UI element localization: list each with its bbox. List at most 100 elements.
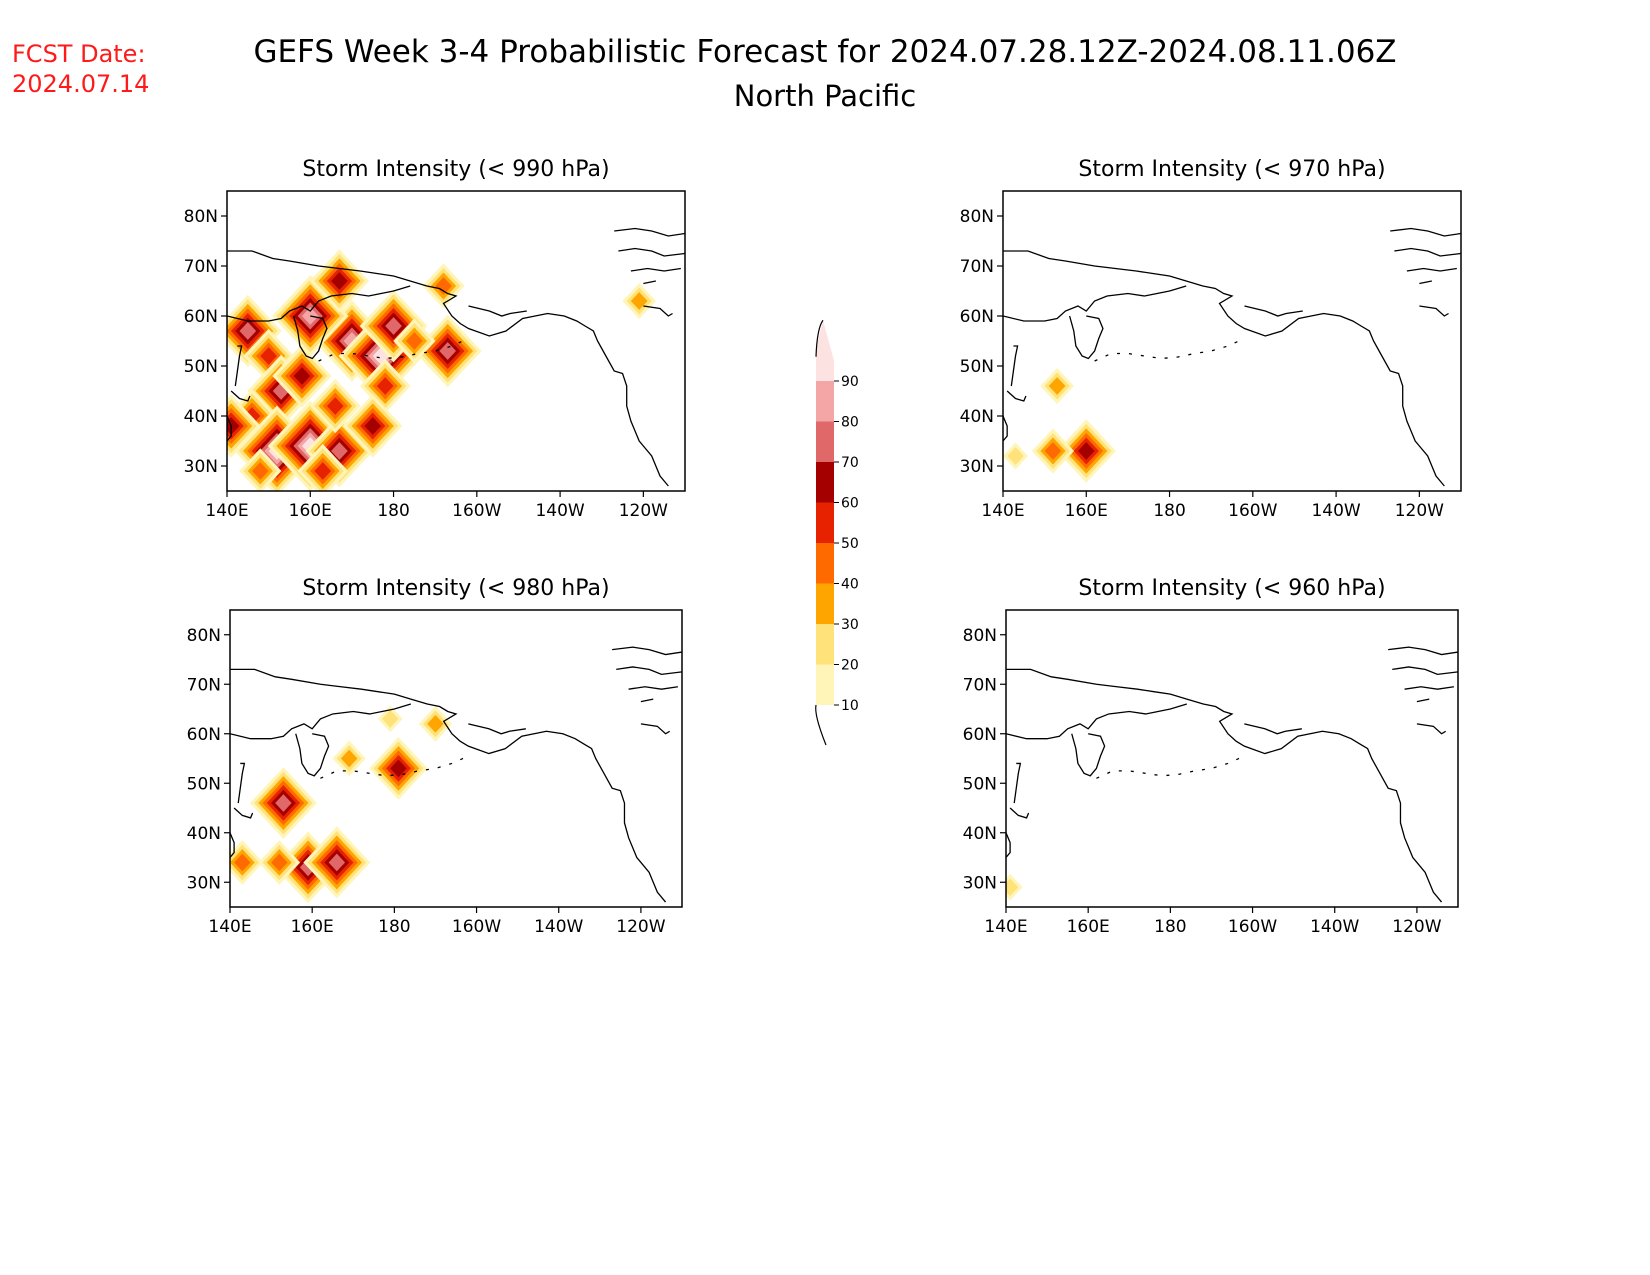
probability-contour — [364, 417, 382, 435]
lon-tick-label: 160W — [1228, 501, 1277, 521]
coastlines — [227, 227, 685, 487]
probability-contour — [326, 397, 344, 415]
lon-tick-label: 180 — [1154, 917, 1186, 937]
aleutian-islands — [1094, 337, 1245, 362]
colorbar-swatch — [816, 502, 834, 543]
coastline — [628, 686, 678, 690]
lon-tick-label: 160E — [1067, 917, 1110, 937]
colorbar-label: 70 — [841, 455, 859, 471]
probability-contour — [340, 749, 358, 768]
lon-tick-label: 120W — [1392, 917, 1441, 937]
aleutian-islands — [320, 755, 469, 779]
lon-tick-label: 140W — [534, 917, 583, 937]
coastline — [230, 668, 667, 903]
lon-tick-label: 160E — [289, 501, 332, 521]
panel-970: Storm Intensity (< 970 hPa) 140E 160E 180 16… — [960, 157, 1462, 521]
lat-tick-label: 50N — [184, 357, 218, 377]
lat-tick-label: 60N — [963, 725, 997, 745]
lon-tick-label: 140E — [205, 501, 248, 521]
colorbar-top-arrow — [815, 319, 824, 357]
probability-contour — [331, 442, 348, 460]
colorbar-label: 20 — [841, 658, 859, 674]
probability-contour — [376, 377, 394, 395]
probability-contour — [427, 715, 444, 733]
coastline — [1003, 250, 1445, 487]
lat-tick-label: 60N — [184, 307, 218, 327]
lon-tick-label: 180 — [1153, 501, 1185, 521]
probability-contour — [382, 710, 399, 728]
lon-tick-label: 120W — [619, 501, 668, 521]
coastline — [1390, 227, 1461, 237]
colorbar-swatch — [816, 583, 834, 624]
colorbar-swatch — [816, 320, 834, 381]
probability-contour — [251, 462, 269, 480]
colorbar-swatch — [816, 543, 834, 584]
map-panels: Storm Intensity (< 990 hPa) 140E 160E 180 16… — [184, 157, 1462, 937]
lon-tick-label: 160E — [291, 917, 334, 937]
coastline — [1006, 832, 1011, 858]
panel-title: Storm Intensity (< 970 hPa) — [1078, 157, 1385, 182]
coastlines — [1003, 227, 1461, 487]
lat-tick-label: 50N — [960, 357, 994, 377]
coastline — [1071, 733, 1106, 777]
coastline — [1068, 315, 1104, 360]
probability-shading — [230, 705, 453, 904]
lon-tick-label: 160W — [452, 917, 501, 937]
coastline — [1003, 285, 1187, 322]
probability-contour — [243, 407, 261, 425]
lat-tick-label: 80N — [963, 626, 997, 646]
colorbar-legend: 10 20 30 40 50 60 70 80 90 — [815, 319, 859, 746]
lat-tick-label: 80N — [187, 626, 221, 646]
coastline — [234, 345, 243, 387]
colorbar-label: 60 — [841, 496, 859, 512]
probability-contour — [1007, 447, 1024, 465]
coastline — [468, 723, 526, 735]
coastline — [1392, 666, 1458, 676]
map-frame — [229, 609, 683, 908]
coastline — [1394, 247, 1461, 257]
probability-contour — [1077, 442, 1095, 460]
lat-tick-label: 80N — [960, 207, 994, 227]
probability-contour — [343, 332, 361, 350]
coastline — [630, 267, 681, 272]
probability-contour — [272, 382, 290, 400]
page-title: GEFS Week 3-4 Probabilistic Forecast for… — [253, 34, 1396, 70]
coastline — [230, 703, 411, 740]
probability-contour — [271, 853, 288, 872]
colorbar-bottom-arrow — [815, 704, 827, 746]
fcst-date-value: 2024.07.14 — [12, 70, 149, 98]
coastlines — [1006, 646, 1458, 903]
lat-tick-label: 50N — [187, 774, 221, 794]
lon-tick-label: 160W — [452, 501, 501, 521]
lat-tick-label: 60N — [187, 725, 221, 745]
lat-tick-label: 40N — [187, 824, 221, 844]
probability-contour — [260, 347, 277, 365]
aleutian-islands — [318, 337, 469, 362]
coastline — [1010, 345, 1019, 387]
coastline — [1006, 668, 1443, 903]
probability-contour — [1006, 878, 1019, 897]
panel-960: Storm Intensity (< 960 hPa) 140E 160E 180 16… — [963, 576, 1459, 937]
lat-tick-label: 30N — [960, 457, 994, 477]
probability-contour — [314, 462, 332, 480]
coastline — [227, 415, 232, 442]
lat-tick-label: 40N — [960, 407, 994, 427]
lon-tick-label: 140W — [535, 501, 584, 521]
coastline — [1009, 807, 1030, 819]
panel-title: Storm Intensity (< 980 hPa) — [302, 576, 609, 601]
colorbar-swatch — [816, 624, 834, 665]
lon-tick-label: 180 — [377, 501, 409, 521]
coastline — [230, 832, 235, 858]
probability-contour — [328, 853, 346, 872]
lon-tick-label: 140W — [1311, 501, 1360, 521]
lon-tick-label: 180 — [378, 917, 410, 937]
lon-tick-label: 140E — [984, 917, 1027, 937]
coastline — [292, 315, 328, 360]
lat-tick-label: 40N — [963, 824, 997, 844]
probability-shading — [1003, 367, 1116, 483]
panel-title: Storm Intensity (< 990 hPa) — [302, 157, 609, 182]
coastline — [618, 247, 685, 257]
probability-contour — [439, 342, 456, 360]
coastline — [643, 305, 673, 317]
